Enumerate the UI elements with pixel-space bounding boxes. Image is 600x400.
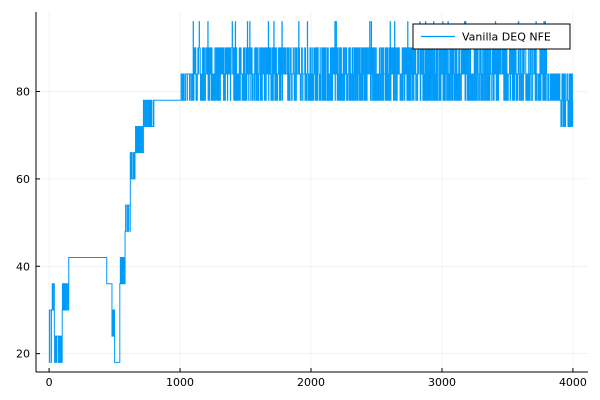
legend-label: Vanilla DEQ NFE [462,31,551,44]
x-tick-label: 1000 [166,376,194,389]
plot-series [48,21,574,363]
legend: Vanilla DEQ NFE [412,23,571,50]
tick-labels: 0 1000 2000 3000 4000 20 40 60 80 [16,86,587,389]
axes [35,12,588,373]
y-tick-label: 60 [16,173,30,186]
y-tick-label: 40 [16,260,30,273]
x-tick-label: 3000 [428,376,456,389]
y-tick-label: 80 [16,86,30,99]
x-tick-label: 4000 [559,376,587,389]
x-tick-label: 2000 [297,376,325,389]
series-line-vanilla-deq-nfe [48,21,574,363]
x-tick-label: 0 [46,376,53,389]
y-tick-label: 20 [16,348,30,361]
